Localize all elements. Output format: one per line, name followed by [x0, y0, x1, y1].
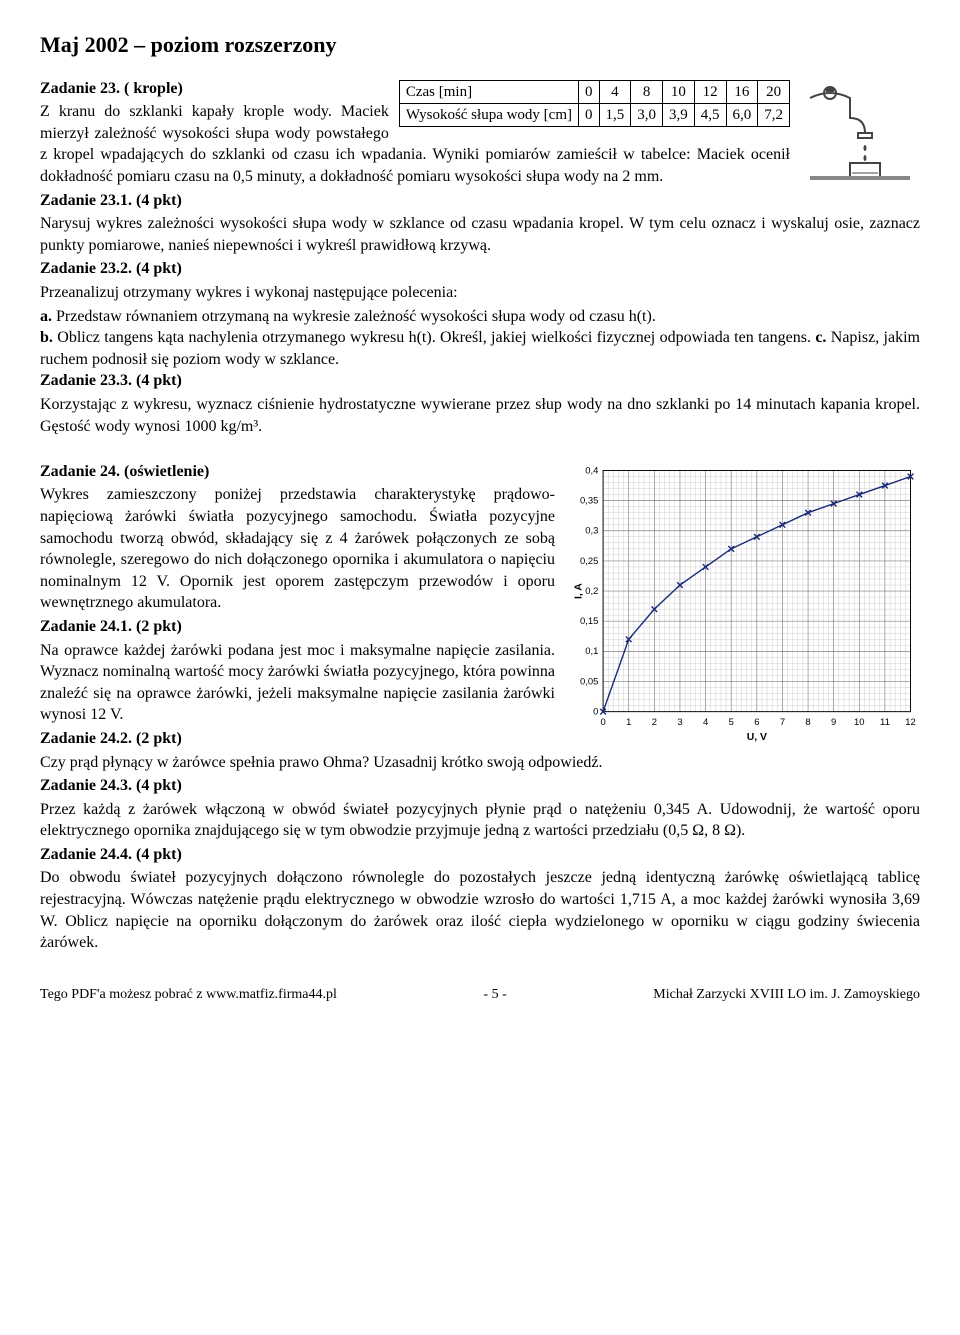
- svg-text:0,15: 0,15: [580, 616, 598, 627]
- svg-text:0,35: 0,35: [580, 495, 598, 506]
- list-item: a. Przedstaw równaniem otrzymaną na wykr…: [40, 306, 920, 328]
- task-24: 012345678910111200,050,10,150,20,250,30,…: [40, 461, 920, 954]
- svg-text:12: 12: [905, 717, 916, 728]
- svg-text:5: 5: [729, 717, 734, 728]
- svg-text:8: 8: [805, 717, 810, 728]
- svg-text:0,05: 0,05: [580, 676, 598, 687]
- task-24-3-text: Przez każdą z żarówek włączoną w obwód ś…: [40, 799, 920, 842]
- svg-text:U, V: U, V: [747, 732, 767, 743]
- task-23-2-intro: Przeanalizuj otrzymany wykres i wykonaj …: [40, 282, 920, 304]
- task-23-3-text: Korzystając z wykresu, wyznacz ciśnienie…: [40, 394, 920, 437]
- svg-text:7: 7: [780, 717, 785, 728]
- task-24-2-heading: Zadanie 24.2. (2 pkt): [40, 730, 182, 747]
- svg-text:2: 2: [652, 717, 657, 728]
- task-24-1-heading: Zadanie 24.1. (2 pkt): [40, 618, 182, 635]
- footer-left: Tego PDF'a możesz pobrać z www.matfiz.fi…: [40, 986, 337, 1005]
- svg-text:0,4: 0,4: [585, 465, 598, 476]
- svg-text:0,25: 0,25: [580, 556, 598, 567]
- svg-text:9: 9: [831, 717, 836, 728]
- table-row: Czas [min] 0 4 8 10 12 16 20: [399, 80, 789, 103]
- row-label: Wysokość słupa wody [cm]: [399, 103, 578, 126]
- task-24-2-text: Czy prąd płynący w żarówce spełnia prawo…: [40, 752, 920, 774]
- svg-text:0: 0: [593, 706, 598, 717]
- svg-text:0,1: 0,1: [585, 646, 598, 657]
- footer-center: - 5 -: [483, 986, 506, 1005]
- footer-right: Michał Zarzycki XVIII LO im. J. Zamoyski…: [653, 986, 920, 1005]
- faucet-icon: [800, 78, 920, 188]
- svg-text:0: 0: [600, 717, 605, 728]
- task-23-1-heading: Zadanie 23.1. (4 pkt): [40, 192, 182, 209]
- svg-text:6: 6: [754, 717, 759, 728]
- svg-text:10: 10: [854, 717, 865, 728]
- page-footer: Tego PDF'a możesz pobrać z www.matfiz.fi…: [40, 986, 920, 1005]
- row-label: Czas [min]: [399, 80, 578, 103]
- task-23-3-heading: Zadanie 23.3. (4 pkt): [40, 372, 182, 389]
- svg-text:3: 3: [677, 717, 682, 728]
- svg-text:0,2: 0,2: [585, 586, 598, 597]
- task-24-4-text: Do obwodu świateł pozycyjnych dołączono …: [40, 867, 920, 953]
- task-24-3-heading: Zadanie 24.3. (4 pkt): [40, 777, 182, 794]
- task-23-2-heading: Zadanie 23.2. (4 pkt): [40, 260, 182, 277]
- task-23-heading: Zadanie 23. ( krople): [40, 80, 183, 97]
- task-24-4-heading: Zadanie 24.4. (4 pkt): [40, 846, 182, 863]
- table-row: Wysokość słupa wody [cm] 0 1,5 3,0 3,9 4…: [399, 103, 789, 126]
- task-23-1-text: Narysuj wykres zależności wysokości słup…: [40, 213, 920, 256]
- list-item: b. Oblicz tangens kąta nachylenia otrzym…: [40, 327, 920, 370]
- svg-text:4: 4: [703, 717, 708, 728]
- task-23: Czas [min] 0 4 8 10 12 16 20 Wysokość sł…: [40, 78, 920, 438]
- drops-data-table: Czas [min] 0 4 8 10 12 16 20 Wysokość sł…: [399, 80, 790, 128]
- svg-text:I, A: I, A: [573, 582, 584, 598]
- page-title: Maj 2002 – poziom rozszerzony: [40, 30, 920, 60]
- task-24-heading: Zadanie 24. (oświetlenie): [40, 463, 209, 480]
- svg-text:11: 11: [880, 717, 890, 728]
- iv-characteristic-chart: 012345678910111200,050,10,150,20,250,30,…: [570, 461, 920, 745]
- svg-text:0,3: 0,3: [585, 525, 598, 536]
- svg-text:1: 1: [626, 717, 631, 728]
